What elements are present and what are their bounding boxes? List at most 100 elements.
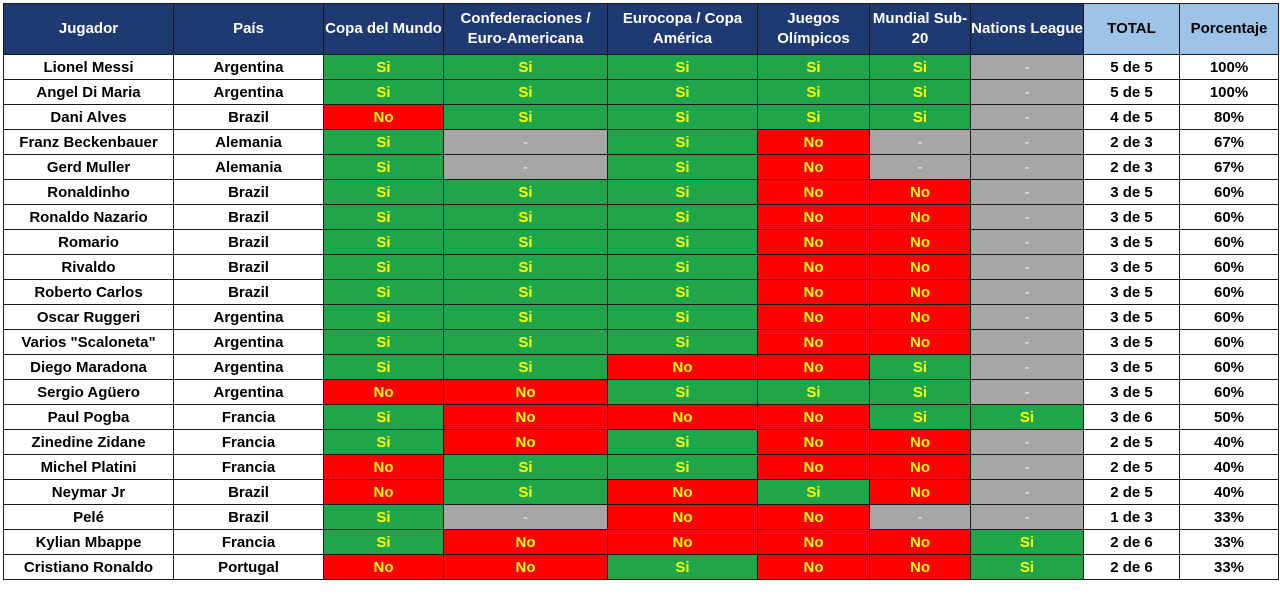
cell-eurocopa-copa-america: Si [607, 79, 758, 105]
cell-mundial-sub-20: Si [869, 54, 971, 80]
table-row: Ronaldo Nazario Brazil Si Si Si No No -3 de 5 60… [3, 204, 1279, 230]
cell-juegos-olimpicos: No [757, 204, 870, 230]
cell-total: 2 de 6 [1083, 554, 1180, 580]
cell-country: Argentina [173, 329, 324, 355]
table-row: Diego Maradona Argentina Si Si No No Si -3 de 5… [3, 354, 1279, 380]
cell-total: 4 de 5 [1083, 104, 1180, 130]
cell-juegos-olimpicos: Si [757, 379, 870, 405]
cell-porcentaje: 60% [1179, 304, 1279, 330]
cell-confederaciones: - [443, 154, 608, 180]
cell-eurocopa-copa-america: Si [607, 229, 758, 255]
cell-mundial-sub-20: Si [869, 379, 971, 405]
cell-porcentaje: 40% [1179, 454, 1279, 480]
cell-juegos-olimpicos: Si [757, 479, 870, 505]
cell-nations-league: - [970, 354, 1084, 380]
cell-nations-league: - [970, 429, 1084, 455]
table-row: Gerd Muller Alemania Si - Si No - -2 de 3 67% [3, 154, 1279, 180]
cell-confederaciones: No [443, 429, 608, 455]
cell-copa-del-mundo: Si [323, 304, 444, 330]
table-row: Paul Pogba Francia Si No No No Si Si 3 de 6 50% [3, 404, 1279, 430]
cell-mundial-sub-20: No [869, 329, 971, 355]
cell-country: Alemania [173, 154, 324, 180]
cell-copa-del-mundo: No [323, 454, 444, 480]
cell-nations-league: - [970, 154, 1084, 180]
cell-player: Ronaldo Nazario [3, 204, 174, 230]
cell-copa-del-mundo: Si [323, 179, 444, 205]
cell-porcentaje: 33% [1179, 554, 1279, 580]
header-nations-league: Nations League [970, 3, 1084, 55]
cell-confederaciones: Si [443, 79, 608, 105]
cell-juegos-olimpicos: No [757, 429, 870, 455]
table-row: Michel Platini Francia No Si Si No No -2 de 5 40… [3, 454, 1279, 480]
cell-copa-del-mundo: No [323, 554, 444, 580]
cell-eurocopa-copa-america: No [607, 504, 758, 530]
cell-player: Sergio Agüero [3, 379, 174, 405]
cell-eurocopa-copa-america: Si [607, 54, 758, 80]
table-row: Franz Beckenbauer Alemania Si - Si No - -2 de 3… [3, 129, 1279, 155]
cell-copa-del-mundo: Si [323, 429, 444, 455]
cell-country: Argentina [173, 354, 324, 380]
cell-mundial-sub-20: Si [869, 79, 971, 105]
cell-mundial-sub-20: No [869, 179, 971, 205]
cell-copa-del-mundo: Si [323, 79, 444, 105]
cell-copa-del-mundo: Si [323, 329, 444, 355]
cell-player: Franz Beckenbauer [3, 129, 174, 155]
cell-copa-del-mundo: Si [323, 529, 444, 555]
cell-country: Brazil [173, 229, 324, 255]
cell-total: 3 de 5 [1083, 329, 1180, 355]
cell-confederaciones: Si [443, 479, 608, 505]
cell-porcentaje: 60% [1179, 329, 1279, 355]
table-row: Rivaldo Brazil Si Si Si No No -3 de 5 60% [3, 254, 1279, 280]
cell-porcentaje: 60% [1179, 379, 1279, 405]
cell-confederaciones: - [443, 129, 608, 155]
cell-juegos-olimpicos: No [757, 154, 870, 180]
cell-nations-league: - [970, 279, 1084, 305]
cell-country: Portugal [173, 554, 324, 580]
cell-eurocopa-copa-america: Si [607, 254, 758, 280]
cell-nations-league: - [970, 379, 1084, 405]
header-pais: País [173, 3, 324, 55]
cell-player: Romario [3, 229, 174, 255]
cell-juegos-olimpicos: No [757, 229, 870, 255]
cell-player: Rivaldo [3, 254, 174, 280]
cell-confederaciones: Si [443, 54, 608, 80]
cell-mundial-sub-20: Si [869, 354, 971, 380]
cell-confederaciones: No [443, 379, 608, 405]
cell-mundial-sub-20: No [869, 229, 971, 255]
cell-mundial-sub-20: No [869, 279, 971, 305]
cell-porcentaje: 40% [1179, 479, 1279, 505]
header-total: TOTAL [1083, 3, 1180, 55]
cell-country: Brazil [173, 254, 324, 280]
cell-country: Brazil [173, 279, 324, 305]
cell-porcentaje: 60% [1179, 354, 1279, 380]
cell-confederaciones: Si [443, 254, 608, 280]
cell-copa-del-mundo: Si [323, 154, 444, 180]
cell-total: 2 de 5 [1083, 479, 1180, 505]
cell-nations-league: Si [970, 529, 1084, 555]
cell-mundial-sub-20: Si [869, 104, 971, 130]
table-row: Cristiano Ronaldo Portugal No No Si No No Si 2 d… [3, 554, 1279, 580]
cell-porcentaje: 50% [1179, 404, 1279, 430]
cell-juegos-olimpicos: No [757, 279, 870, 305]
cell-eurocopa-copa-america: Si [607, 329, 758, 355]
cell-eurocopa-copa-america: Si [607, 279, 758, 305]
cell-confederaciones: Si [443, 104, 608, 130]
cell-total: 3 de 5 [1083, 354, 1180, 380]
cell-nations-league: Si [970, 404, 1084, 430]
cell-eurocopa-copa-america: Si [607, 104, 758, 130]
cell-juegos-olimpicos: Si [757, 104, 870, 130]
cell-copa-del-mundo: No [323, 479, 444, 505]
cell-total: 3 de 5 [1083, 254, 1180, 280]
cell-country: Argentina [173, 304, 324, 330]
cell-mundial-sub-20: No [869, 254, 971, 280]
cell-confederaciones: Si [443, 229, 608, 255]
cell-nations-league: - [970, 329, 1084, 355]
cell-country: Brazil [173, 204, 324, 230]
cell-porcentaje: 60% [1179, 279, 1279, 305]
cell-confederaciones: - [443, 504, 608, 530]
table-body: Lionel Messi Argentina Si Si Si Si Si -5 de 5 10… [3, 54, 1279, 580]
cell-player: Michel Platini [3, 454, 174, 480]
cell-porcentaje: 60% [1179, 204, 1279, 230]
cell-mundial-sub-20: No [869, 529, 971, 555]
cell-player: Neymar Jr [3, 479, 174, 505]
